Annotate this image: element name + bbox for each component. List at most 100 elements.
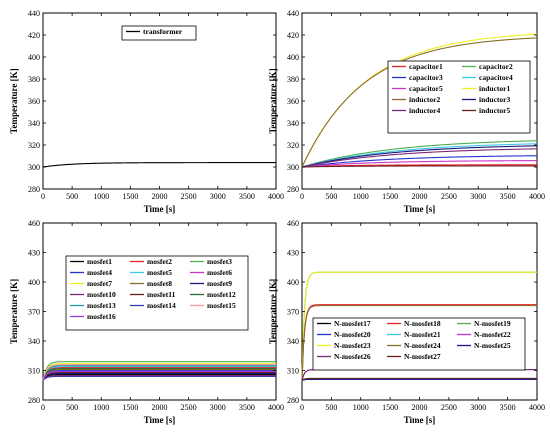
x-tick-label: 1500: [122, 192, 138, 201]
x-tick-label: 4000: [268, 192, 284, 201]
legend-entry: capacitor4: [479, 73, 513, 82]
legend-entry: mosfet12: [207, 290, 236, 299]
x-tick-label: 2500: [181, 403, 197, 412]
legend-box: [387, 60, 531, 134]
x-tick-label: 500: [66, 192, 78, 201]
y-tick-label: 460: [287, 219, 299, 228]
x-axis-label: Time [s]: [144, 204, 176, 214]
chart-panel-3: 0 500 1000 1500 2000 2500 3000 3500 4000 280 310 34…: [9, 219, 284, 425]
x-tick-label: 2000: [412, 192, 428, 201]
x-tick-label: 1000: [353, 192, 369, 201]
legend-entry: inductor4: [409, 106, 441, 115]
x-axis-label: Time [s]: [404, 415, 436, 425]
legend-entry: transformer: [143, 27, 183, 36]
x-tick-label: 3000: [210, 192, 226, 201]
y-tick-label: 460: [28, 219, 40, 228]
legend-entry: mosfet4: [87, 268, 112, 277]
x-tick-label: 500: [66, 403, 78, 412]
series-line-inductor4: [301, 148, 538, 168]
legend-entry: mosfet8: [147, 279, 172, 288]
legend: mosfet1 mosfet2 mosfet3 mosfet4 mosfet5 mosfe…: [65, 255, 249, 331]
series-line-N-mosfet27: [301, 377, 537, 381]
y-tick-label: 430: [28, 249, 40, 258]
series-line-capacitor5: [301, 160, 537, 168]
legend-entry: N-mosfet27: [404, 352, 441, 361]
series-line-mosfet11: [42, 371, 276, 381]
x-tick-label: 2000: [152, 403, 168, 412]
legend-box: [121, 25, 197, 41]
x-tick-label: 1000: [353, 403, 369, 412]
y-tick-label: 320: [28, 141, 40, 150]
x-tick-label: 0: [41, 403, 45, 412]
y-axis-label: Temperature [K]: [268, 68, 278, 133]
y-axis-label: Temperature [K]: [9, 279, 19, 344]
legend-entry: mosfet13: [87, 301, 116, 310]
y-tick-label: 400: [28, 278, 40, 287]
y-tick-label: 340: [28, 119, 40, 128]
y-tick-label: 300: [28, 163, 40, 172]
series-line-mosfet3: [42, 361, 276, 381]
series-line-mosfet12: [42, 367, 276, 381]
x-tick-label: 0: [300, 192, 304, 201]
y-tick-label: 440: [287, 9, 299, 18]
y-tick-label: 380: [287, 75, 299, 84]
x-tick-label: 3500: [239, 403, 255, 412]
x-axis-label: Time [s]: [144, 415, 176, 425]
series-line-capacitor3: [301, 155, 538, 168]
legend-entry: capacitor1: [409, 62, 443, 71]
series-line-mosfet8: [42, 368, 276, 381]
x-tick-label: 4000: [268, 403, 284, 412]
series-line-capacitor2: [301, 140, 538, 168]
y-tick-label: 420: [287, 31, 299, 40]
y-tick-label: 280: [28, 185, 40, 194]
y-tick-label: 370: [28, 308, 40, 317]
x-tick-label: 1000: [93, 403, 109, 412]
x-tick-label: 2500: [441, 192, 457, 201]
y-tick-label: 420: [28, 31, 40, 40]
series-line-N-mosfet18: [301, 304, 537, 381]
y-tick-label: 280: [287, 396, 299, 405]
legend-entry: mosfet9: [207, 279, 232, 288]
y-tick-label: 380: [28, 75, 40, 84]
legend-entry: mosfet2: [147, 257, 172, 266]
legend-entry: mosfet7: [87, 279, 112, 288]
legend-entry: mosfet6: [207, 268, 232, 277]
legend-entry: N-mosfet21: [404, 330, 441, 339]
legend-entry: inductor3: [479, 95, 511, 104]
x-tick-label: 0: [41, 192, 45, 201]
series-line-N-mosfet25: [301, 378, 537, 381]
x-tick-label: 1500: [382, 192, 398, 201]
x-tick-label: 4000: [529, 192, 545, 201]
series-line-mosfet15: [42, 364, 276, 381]
series-line-capacitor4: [301, 143, 538, 168]
legend-entry: N-mosfet18: [404, 319, 441, 328]
legend-entry: mosfet5: [147, 268, 172, 277]
legend-entry: mosfet11: [147, 290, 176, 299]
series-line-mosfet10: [42, 374, 276, 381]
legend-entry: mosfet16: [87, 312, 116, 321]
y-axis-label: Temperature [K]: [268, 279, 278, 344]
legend-entry: N-mosfet22: [474, 330, 511, 339]
legend-entry: mosfet15: [207, 301, 236, 310]
legend: transformer: [121, 25, 197, 41]
legend-entry: N-mosfet26: [334, 352, 371, 361]
series-line-mosfet5: [42, 366, 276, 381]
x-tick-label: 0: [300, 403, 304, 412]
y-tick-label: 340: [287, 337, 299, 346]
y-tick-label: 360: [28, 97, 40, 106]
series-line-mosfet7: [42, 363, 276, 381]
series-line-inductor3: [301, 145, 538, 168]
y-tick-label: 340: [287, 119, 299, 128]
x-tick-label: 500: [325, 192, 337, 201]
x-tick-label: 1000: [93, 192, 109, 201]
y-tick-label: 310: [28, 367, 40, 376]
x-tick-label: 2000: [412, 403, 428, 412]
y-tick-label: 440: [28, 9, 40, 18]
x-tick-label: 3000: [470, 403, 486, 412]
y-tick-label: 310: [287, 367, 299, 376]
series-line-transformer: [42, 162, 276, 168]
legend-entry: N-mosfet19: [474, 319, 511, 328]
series-line-N-mosfet23: [301, 271, 537, 381]
series-line-mosfet1: [42, 373, 276, 381]
